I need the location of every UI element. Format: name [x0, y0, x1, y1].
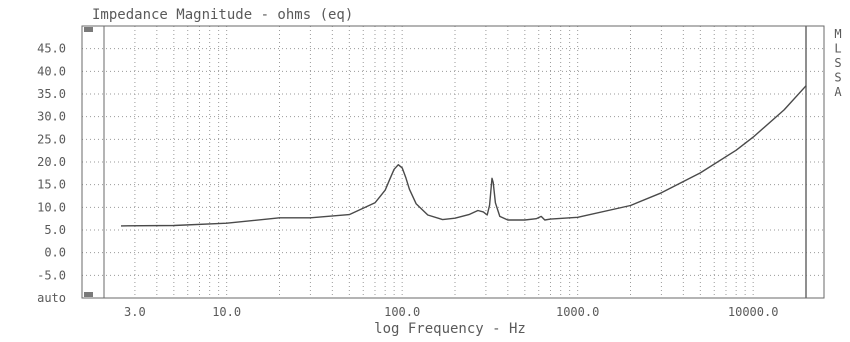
- top-marker: [84, 27, 93, 32]
- y-tick-label: 0.0: [44, 246, 66, 260]
- y-tick-label: 45.0: [37, 42, 66, 56]
- y-tick-label: 5.0: [44, 223, 66, 237]
- bottom-marker: [84, 292, 93, 297]
- grid-layer: [82, 26, 824, 299]
- side-label: S: [834, 71, 841, 85]
- x-tick-label: 1000.0: [556, 305, 599, 319]
- y-tick-label: 25.0: [37, 132, 66, 146]
- y-tick-label: 20.0: [37, 155, 66, 169]
- x-tick-label: 10.0: [212, 305, 241, 319]
- plot-border: [81, 25, 825, 299]
- chart-title: Impedance Magnitude - ohms (eq): [92, 7, 353, 23]
- y-tick-label: 15.0: [37, 178, 66, 192]
- y-tick-label: 35.0: [37, 87, 66, 101]
- y-tick-label: auto: [37, 291, 66, 305]
- y-tick-label: -5.0: [37, 268, 66, 282]
- x-axis-label: log Frequency - Hz: [374, 321, 526, 337]
- x-tick-label: 3.0: [124, 305, 146, 319]
- side-label: A: [834, 85, 842, 99]
- y-tick-label: 30.0: [37, 110, 66, 124]
- x-tick-label: 100.0: [384, 305, 420, 319]
- y-tick-label: 10.0: [37, 200, 66, 214]
- x-tick-label: 10000.0: [728, 305, 779, 319]
- y-tick-label: 40.0: [37, 64, 66, 78]
- plot-frame: [81, 25, 825, 299]
- side-label: S: [834, 56, 841, 70]
- curve-layer: [120, 85, 807, 227]
- label-layer: Impedance Magnitude - ohms (eq) log Freq…: [37, 7, 842, 337]
- impedance-curve: [120, 85, 807, 227]
- side-label: L: [834, 42, 841, 56]
- side-label: M: [834, 27, 841, 41]
